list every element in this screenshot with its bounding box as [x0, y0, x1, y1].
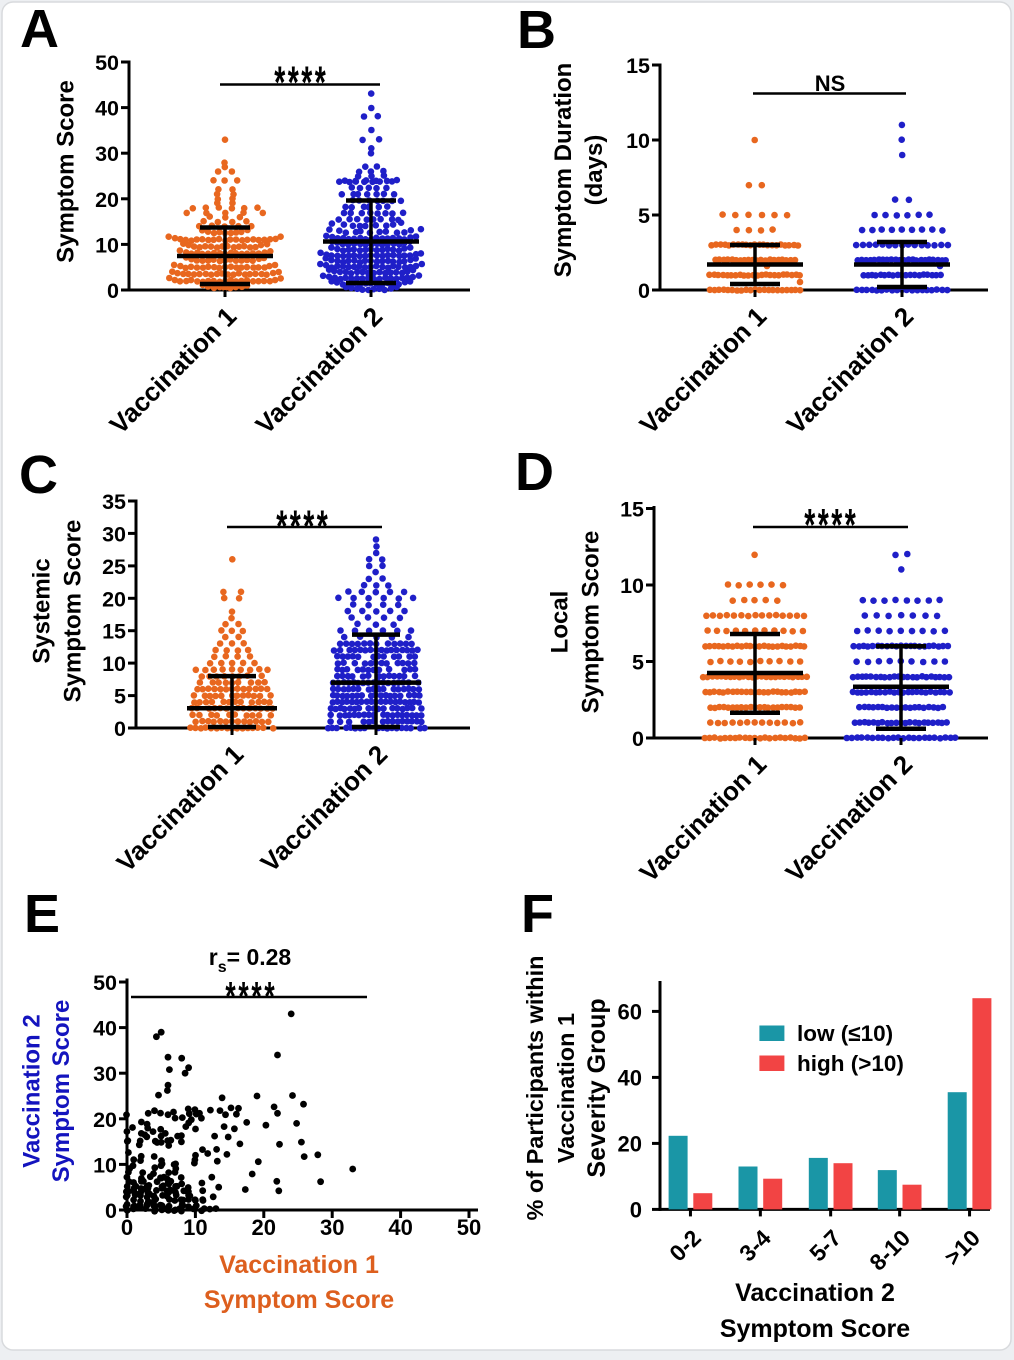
svg-text:*: * [274, 57, 285, 107]
svg-text:Vaccination 2: Vaccination 2 [735, 1279, 895, 1307]
svg-text:Local: Local [547, 591, 574, 654]
svg-text:(days): (days) [581, 135, 608, 206]
svg-text:15: 15 [102, 620, 126, 644]
svg-text:20: 20 [93, 1108, 117, 1132]
svg-text:D: D [515, 442, 554, 502]
svg-text:*: * [264, 974, 275, 1021]
svg-text:30: 30 [93, 1062, 117, 1086]
svg-text:20: 20 [252, 1215, 276, 1240]
svg-text:50: 50 [95, 51, 119, 75]
svg-text:*: * [317, 501, 328, 551]
svg-text:25: 25 [102, 555, 126, 579]
svg-text:*: * [804, 500, 815, 550]
svg-text:Symptom Score: Symptom Score [578, 531, 605, 714]
svg-text:15: 15 [626, 54, 650, 78]
svg-text:5: 5 [638, 204, 650, 228]
svg-text:Systemic: Systemic [29, 558, 56, 663]
svg-text:0: 0 [630, 1197, 642, 1222]
svg-text:5: 5 [632, 651, 644, 675]
svg-text:10: 10 [183, 1215, 207, 1240]
svg-text:Vaccination 1: Vaccination 1 [219, 1251, 379, 1279]
svg-text:*: * [276, 501, 287, 551]
svg-text:0: 0 [114, 717, 126, 741]
svg-text:Vaccination 2: Vaccination 2 [19, 1014, 46, 1167]
svg-text:60: 60 [618, 999, 642, 1024]
svg-text:0: 0 [105, 1199, 117, 1223]
svg-text:10: 10 [626, 129, 650, 153]
svg-text:low (≤10): low (≤10) [797, 1021, 893, 1046]
svg-text:NS: NS [815, 71, 846, 96]
svg-text:20: 20 [618, 1131, 642, 1156]
svg-text:0: 0 [121, 1215, 133, 1240]
svg-text:Symptom Score: Symptom Score [53, 80, 80, 263]
svg-text:F: F [521, 884, 554, 944]
svg-text:C: C [19, 445, 58, 505]
svg-text:30: 30 [102, 522, 126, 546]
svg-text:Symptom Score: Symptom Score [204, 1286, 394, 1314]
svg-text:*: * [225, 974, 236, 1021]
svg-text:10: 10 [95, 233, 119, 257]
svg-text:50: 50 [93, 971, 117, 995]
svg-text:B: B [517, 0, 556, 60]
svg-text:50: 50 [457, 1215, 481, 1240]
svg-text:Symptom Score: Symptom Score [60, 520, 87, 703]
svg-text:*: * [831, 500, 842, 550]
svg-text:30: 30 [320, 1215, 344, 1240]
svg-text:Symptom Duration: Symptom Duration [550, 63, 577, 278]
svg-text:10: 10 [620, 574, 644, 598]
svg-text:% of Participants within: % of Participants within [522, 955, 548, 1220]
svg-text:35: 35 [102, 490, 126, 514]
svg-text:*: * [818, 500, 829, 550]
svg-text:10: 10 [93, 1153, 117, 1177]
svg-text:Symptom Score: Symptom Score [720, 1315, 910, 1343]
svg-text:40: 40 [618, 1065, 642, 1090]
svg-text:30: 30 [95, 142, 119, 166]
svg-text:Severity Group: Severity Group [583, 998, 611, 1177]
svg-text:10: 10 [102, 652, 126, 676]
svg-text:Symptom Score: Symptom Score [48, 1000, 75, 1183]
svg-text:A: A [20, 0, 59, 59]
svg-text:E: E [24, 884, 60, 944]
svg-text:*: * [303, 501, 314, 551]
svg-text:*: * [315, 57, 326, 107]
svg-text:high (>10): high (>10) [797, 1051, 904, 1076]
svg-text:0: 0 [638, 279, 650, 303]
svg-text:*: * [301, 57, 312, 107]
svg-text:*: * [251, 974, 262, 1021]
svg-text:40: 40 [388, 1215, 412, 1240]
svg-text:20: 20 [102, 587, 126, 611]
svg-text:20: 20 [95, 188, 119, 212]
svg-text:*: * [238, 974, 249, 1021]
svg-text:0: 0 [632, 727, 644, 751]
svg-text:*: * [845, 500, 856, 550]
svg-text:40: 40 [95, 97, 119, 121]
svg-text:*: * [290, 501, 301, 551]
svg-text:*: * [288, 57, 299, 107]
svg-text:Vaccination 1: Vaccination 1 [553, 1013, 579, 1163]
svg-text:5: 5 [114, 685, 126, 709]
svg-text:15: 15 [620, 498, 644, 522]
svg-text:0: 0 [107, 279, 119, 303]
svg-text:40: 40 [93, 1017, 117, 1041]
